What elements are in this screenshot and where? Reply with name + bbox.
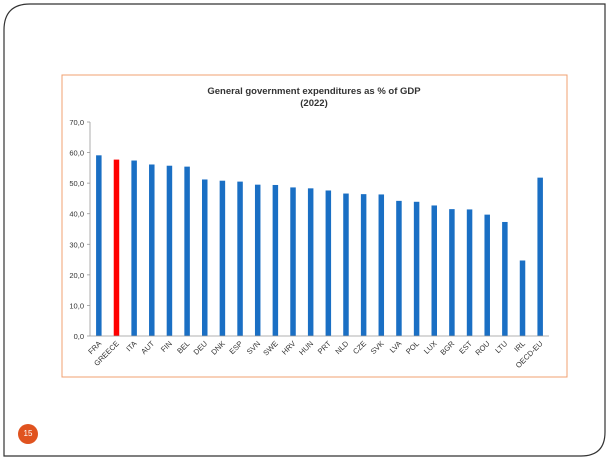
bar-bgr bbox=[449, 209, 455, 336]
y-tick-label: 20,0 bbox=[69, 271, 84, 280]
y-tick-label: 60,0 bbox=[69, 149, 84, 158]
bar-esp bbox=[237, 181, 243, 336]
bar-rou bbox=[484, 214, 490, 336]
bar-pol bbox=[413, 201, 420, 336]
y-axis: 0,0 10,0 20,0 30,0 40,0 50,0 60,0 70,0 bbox=[69, 118, 91, 341]
bar-greece bbox=[113, 159, 120, 336]
bar-ltu bbox=[502, 221, 508, 336]
chart-subtitle: (2022) bbox=[300, 98, 327, 109]
bar-deu bbox=[202, 179, 208, 336]
y-tick-label: 70,0 bbox=[69, 118, 84, 127]
bar-svn bbox=[254, 184, 261, 336]
y-tick-label: 50,0 bbox=[69, 179, 84, 188]
bar-bel bbox=[184, 166, 190, 336]
bar-irl bbox=[519, 260, 526, 336]
chart-title: General government expenditures as % of … bbox=[207, 86, 421, 97]
bar-swe bbox=[272, 184, 279, 336]
bar-ita bbox=[131, 160, 137, 336]
bars bbox=[96, 155, 543, 336]
bar-est bbox=[466, 209, 473, 336]
bar-lux bbox=[431, 205, 437, 336]
bar-oecd-eu bbox=[537, 177, 543, 336]
bar-nld bbox=[343, 193, 349, 336]
y-tick-label: 10,0 bbox=[69, 301, 84, 310]
page-number-badge: 15 bbox=[18, 424, 38, 444]
bar-lva bbox=[396, 200, 402, 336]
bar-hun bbox=[307, 188, 314, 336]
bar-cze bbox=[360, 194, 367, 336]
bar-fin bbox=[166, 165, 173, 336]
bar-prt bbox=[325, 190, 332, 336]
bar-hrv bbox=[290, 187, 296, 336]
y-tick-label: 0,0 bbox=[74, 332, 84, 341]
bar-fra bbox=[96, 155, 102, 336]
bar-dnk bbox=[219, 180, 226, 336]
chart-border bbox=[61, 74, 568, 378]
expenditure-chart: General government expenditures as % of … bbox=[61, 74, 568, 378]
bar-svk bbox=[378, 194, 385, 336]
bar-aut bbox=[149, 164, 155, 336]
y-tick-label: 40,0 bbox=[69, 210, 84, 219]
y-tick-label: 30,0 bbox=[69, 240, 84, 249]
